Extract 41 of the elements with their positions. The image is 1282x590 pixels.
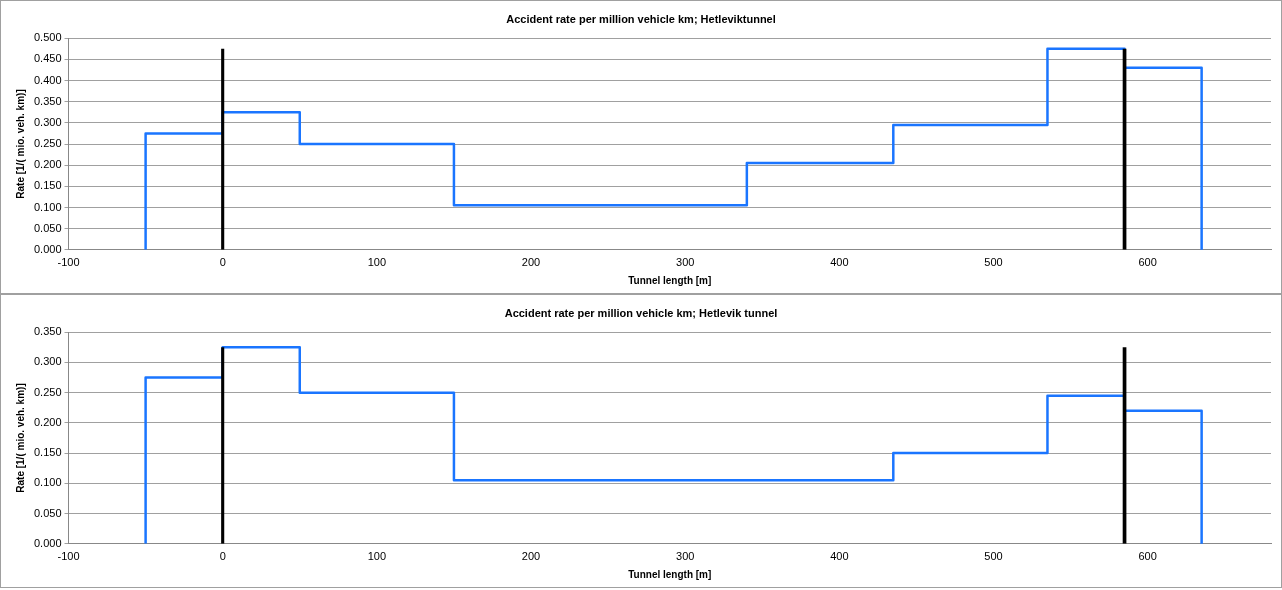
x-tick-label: 500	[984, 256, 1003, 269]
x-tick-label: 400	[830, 550, 849, 563]
x-tick-label: 300	[676, 256, 695, 269]
x-tick-label: -100	[57, 550, 80, 563]
y-tick-label: 0.200	[34, 158, 62, 171]
y-axis-title: Rate [1/( mio. veh. km)]	[14, 89, 26, 199]
x-tick-label: -100	[57, 256, 80, 269]
y-tick-label: 0.100	[34, 200, 62, 213]
x-tick-label: 0	[219, 256, 226, 269]
y-tick-label: 0.300	[34, 355, 62, 368]
x-tick-label: 500	[984, 550, 1003, 563]
x-tick-label: 600	[1138, 550, 1157, 563]
y-tick-label: 0.350	[34, 325, 62, 338]
y-tick-label: 0.400	[34, 73, 62, 86]
y-tick-label: 0.450	[34, 52, 62, 65]
chart-title: Accident rate per million vehicle km; Hetleviktunnel	[506, 12, 776, 25]
x-tick-label: 200	[521, 256, 541, 269]
x-tick-label: 0	[219, 550, 226, 563]
y-tick-label: 0.000	[34, 242, 62, 255]
x-tick-label: 100	[367, 256, 387, 269]
y-tick-label: 0.050	[34, 221, 62, 234]
y-tick-label: 0.500	[34, 31, 62, 44]
y-tick-label: 0.150	[34, 446, 62, 459]
y-tick-label: 0.350	[34, 94, 62, 107]
y-axis-title: Rate [1/( mio. veh. km)]	[14, 383, 26, 493]
x-tick-label: 100	[367, 550, 387, 563]
x-tick-label: 200	[521, 550, 541, 563]
y-tick-label: 0.250	[34, 385, 62, 398]
x-tick-label: 400	[830, 256, 849, 269]
y-tick-label: 0.000	[34, 536, 62, 549]
y-tick-label: 0.050	[34, 506, 62, 519]
y-tick-label: 0.100	[34, 476, 62, 489]
x-axis-title: Tunnel length [m]	[628, 274, 712, 286]
x-tick-label: 300	[676, 550, 695, 563]
y-tick-label: 0.250	[34, 137, 62, 150]
x-axis-title: Tunnel length [m]	[628, 568, 712, 580]
y-tick-label: 0.150	[34, 179, 62, 192]
y-tick-label: 0.300	[34, 115, 62, 128]
x-tick-label: 600	[1138, 256, 1157, 269]
y-tick-label: 0.200	[34, 415, 62, 428]
chart-title: Accident rate per million vehicle km; Hetlevik tunnel	[504, 306, 778, 319]
